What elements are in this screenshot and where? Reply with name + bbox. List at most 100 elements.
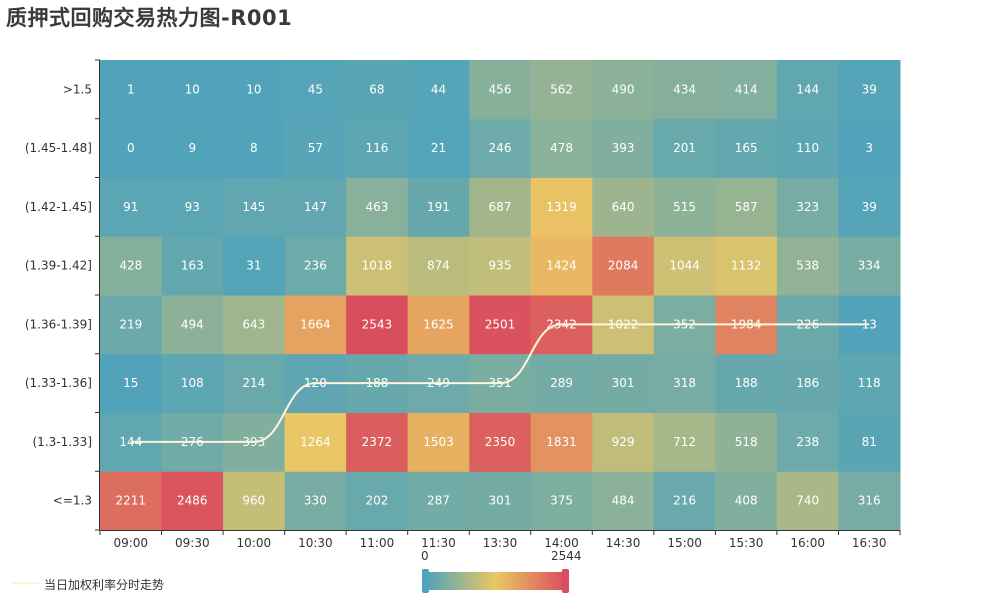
heatmap-cell[interactable]: [776, 118, 839, 178]
heatmap-cell[interactable]: [161, 118, 224, 178]
heatmap-cell[interactable]: [776, 412, 839, 472]
heatmap-cell[interactable]: [346, 471, 409, 531]
heatmap-cell[interactable]: [100, 177, 163, 237]
heatmap-cell[interactable]: [776, 60, 839, 120]
heatmap-cell[interactable]: [346, 295, 409, 355]
heatmap-cell[interactable]: [653, 353, 716, 413]
trend-line[interactable]: [130, 323, 870, 443]
heatmap-cell[interactable]: [161, 177, 224, 237]
heatmap-cell[interactable]: [407, 60, 470, 120]
heatmap-cell[interactable]: [223, 118, 286, 178]
heatmap-cell[interactable]: [530, 353, 593, 413]
heatmap-cell[interactable]: [346, 118, 409, 178]
heatmap-cell[interactable]: [284, 236, 347, 296]
heatmap-cell[interactable]: [592, 471, 655, 531]
heatmap-cell[interactable]: [838, 236, 901, 296]
heatmap-cell[interactable]: [776, 353, 839, 413]
heatmap-cell[interactable]: [592, 353, 655, 413]
heatmap-cell[interactable]: [284, 177, 347, 237]
heatmap-cell[interactable]: [838, 412, 901, 472]
heatmap-cell[interactable]: [161, 471, 224, 531]
visual-map[interactable]: [422, 569, 569, 593]
heatmap-cell[interactable]: [653, 118, 716, 178]
heatmap-cell[interactable]: [407, 118, 470, 178]
cell-value-label: 10: [246, 82, 261, 96]
heatmap-cell[interactable]: [223, 177, 286, 237]
heatmap-cell[interactable]: [100, 60, 163, 120]
heatmap-cell[interactable]: [284, 60, 347, 120]
heatmap-cell[interactable]: [838, 177, 901, 237]
heatmap-cell[interactable]: [100, 471, 163, 531]
heatmap-cell[interactable]: [407, 412, 470, 472]
heatmap-cell[interactable]: [284, 118, 347, 178]
heatmap-cell[interactable]: [100, 236, 163, 296]
heatmap-cell[interactable]: [469, 60, 532, 120]
heatmap-cell[interactable]: [653, 60, 716, 120]
heatmap-cell[interactable]: [100, 118, 163, 178]
heatmap-cell[interactable]: [346, 60, 409, 120]
heatmap-cell[interactable]: [838, 471, 901, 531]
heatmap-cell[interactable]: [407, 295, 470, 355]
legend-label[interactable]: 当日加权利率分时走势: [44, 578, 165, 592]
heatmap-cell[interactable]: [653, 177, 716, 237]
visual-map-max-label: 2544: [551, 549, 582, 563]
visual-map-handle-min[interactable]: [422, 569, 429, 593]
heatmap-cell[interactable]: [284, 412, 347, 472]
heatmap-cell[interactable]: [223, 471, 286, 531]
heatmap-cell[interactable]: [161, 60, 224, 120]
heatmap-cell[interactable]: [838, 60, 901, 120]
heatmap-cell[interactable]: [223, 236, 286, 296]
heatmap-cell[interactable]: [284, 471, 347, 531]
heatmap-cell[interactable]: [838, 353, 901, 413]
heatmap-cell[interactable]: [715, 177, 778, 237]
heatmap-cell[interactable]: [592, 118, 655, 178]
cell-value-label: 9: [188, 141, 196, 155]
heatmap-cell[interactable]: [161, 295, 224, 355]
heatmap-cell[interactable]: [161, 353, 224, 413]
heatmap-cell[interactable]: [469, 118, 532, 178]
heatmap-cell[interactable]: [530, 118, 593, 178]
heatmap-cell[interactable]: [346, 177, 409, 237]
heatmap-cell[interactable]: [346, 236, 409, 296]
heatmap-cell[interactable]: [715, 60, 778, 120]
heatmap-cell[interactable]: [530, 471, 593, 531]
visual-map-handle-max[interactable]: [562, 569, 569, 593]
heatmap-cell[interactable]: [653, 236, 716, 296]
heatmap-cell[interactable]: [100, 295, 163, 355]
heatmap-cell[interactable]: [776, 471, 839, 531]
heatmap-cell[interactable]: [592, 236, 655, 296]
heatmap-cell[interactable]: [346, 412, 409, 472]
heatmap-cell[interactable]: [776, 177, 839, 237]
heatmap-cell[interactable]: [838, 118, 901, 178]
heatmap-cell[interactable]: [161, 236, 224, 296]
heatmap-cell[interactable]: [530, 236, 593, 296]
heatmap-cell[interactable]: [715, 412, 778, 472]
heatmap-cell[interactable]: [530, 177, 593, 237]
heatmap-cell[interactable]: [284, 295, 347, 355]
heatmap-cell[interactable]: [469, 177, 532, 237]
heatmap-cell[interactable]: [100, 353, 163, 413]
heatmap-cell[interactable]: [715, 471, 778, 531]
heatmap-cell[interactable]: [223, 60, 286, 120]
heatmap-cell[interactable]: [715, 236, 778, 296]
heatmap-cell[interactable]: [223, 353, 286, 413]
heatmap-cell[interactable]: [469, 471, 532, 531]
heatmap-cell[interactable]: [223, 295, 286, 355]
heatmap-cell[interactable]: [407, 236, 470, 296]
heatmap-cell[interactable]: [530, 412, 593, 472]
heatmap-cell[interactable]: [469, 236, 532, 296]
heatmap-cell[interactable]: [715, 118, 778, 178]
heatmap-cell[interactable]: [407, 471, 470, 531]
heatmap-cell[interactable]: [715, 353, 778, 413]
heatmap-cell[interactable]: [530, 60, 593, 120]
cell-value-label: 463: [365, 200, 388, 214]
heatmap-cell[interactable]: [592, 60, 655, 120]
heatmap-cell[interactable]: [592, 177, 655, 237]
heatmap-cell[interactable]: [469, 295, 532, 355]
heatmap-cell[interactable]: [592, 412, 655, 472]
heatmap-cell[interactable]: [653, 471, 716, 531]
heatmap-cell[interactable]: [407, 177, 470, 237]
heatmap-cell[interactable]: [469, 412, 532, 472]
heatmap-cell[interactable]: [776, 236, 839, 296]
heatmap-cell[interactable]: [653, 412, 716, 472]
